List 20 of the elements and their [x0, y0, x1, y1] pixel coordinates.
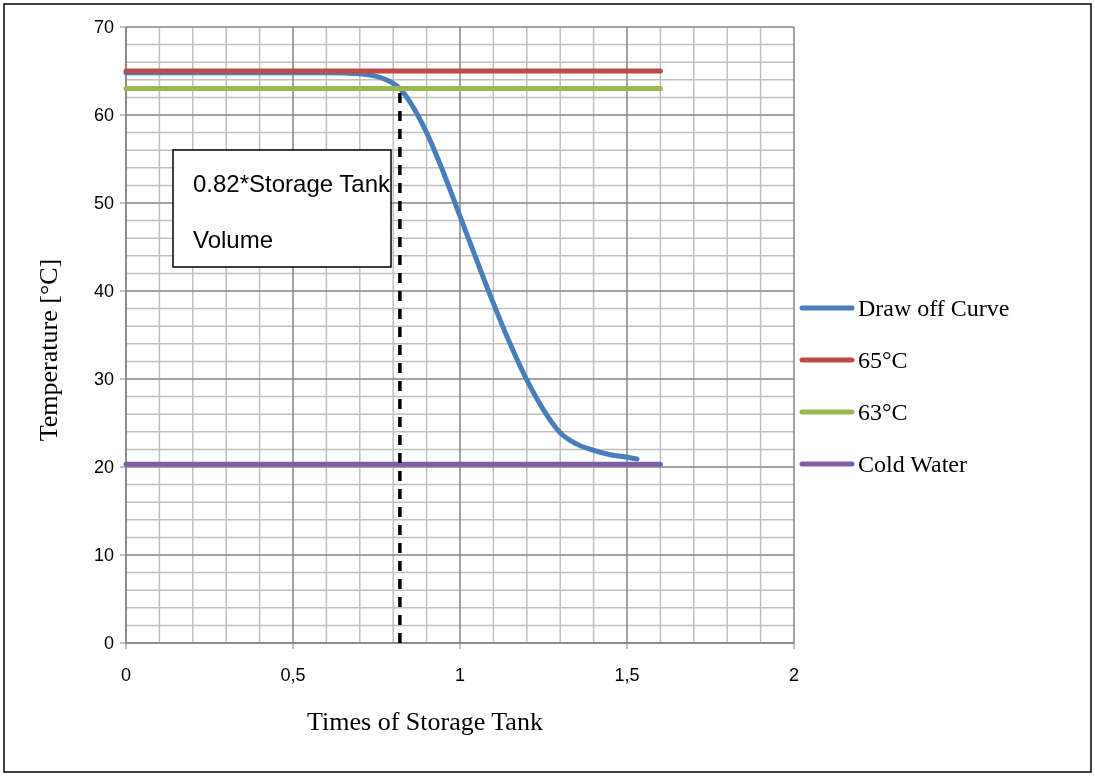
legend-label: Cold Water — [858, 451, 967, 478]
x-tick-label: 1 — [454, 665, 466, 685]
y-tick-label: 0 — [103, 633, 114, 654]
legend-label: 63°C — [858, 399, 908, 426]
y-axis-title: Temperature [°C] — [34, 258, 63, 442]
y-tick-label: 40 — [93, 281, 114, 302]
legend-label: 65°C — [858, 347, 908, 374]
y-tick-label: 30 — [93, 369, 114, 390]
x-tick-label: 0,5 — [280, 665, 306, 685]
x-axis-title: Times of Storage Tank — [307, 707, 543, 736]
x-tick-label: 0 — [120, 665, 132, 685]
x-tick-label: 2 — [788, 665, 800, 685]
y-tick-label: 50 — [93, 193, 114, 214]
y-tick-label: 60 — [93, 105, 114, 126]
text: 0.82*Storage Tank Volume — [193, 170, 391, 253]
legend-label: Draw off Curve — [858, 295, 1010, 322]
y-tick-label: 20 — [93, 457, 114, 478]
y-tick-label: 70 — [93, 17, 114, 38]
x-tick-label: 1,5 — [614, 665, 640, 685]
y-tick-label: 10 — [93, 545, 114, 566]
